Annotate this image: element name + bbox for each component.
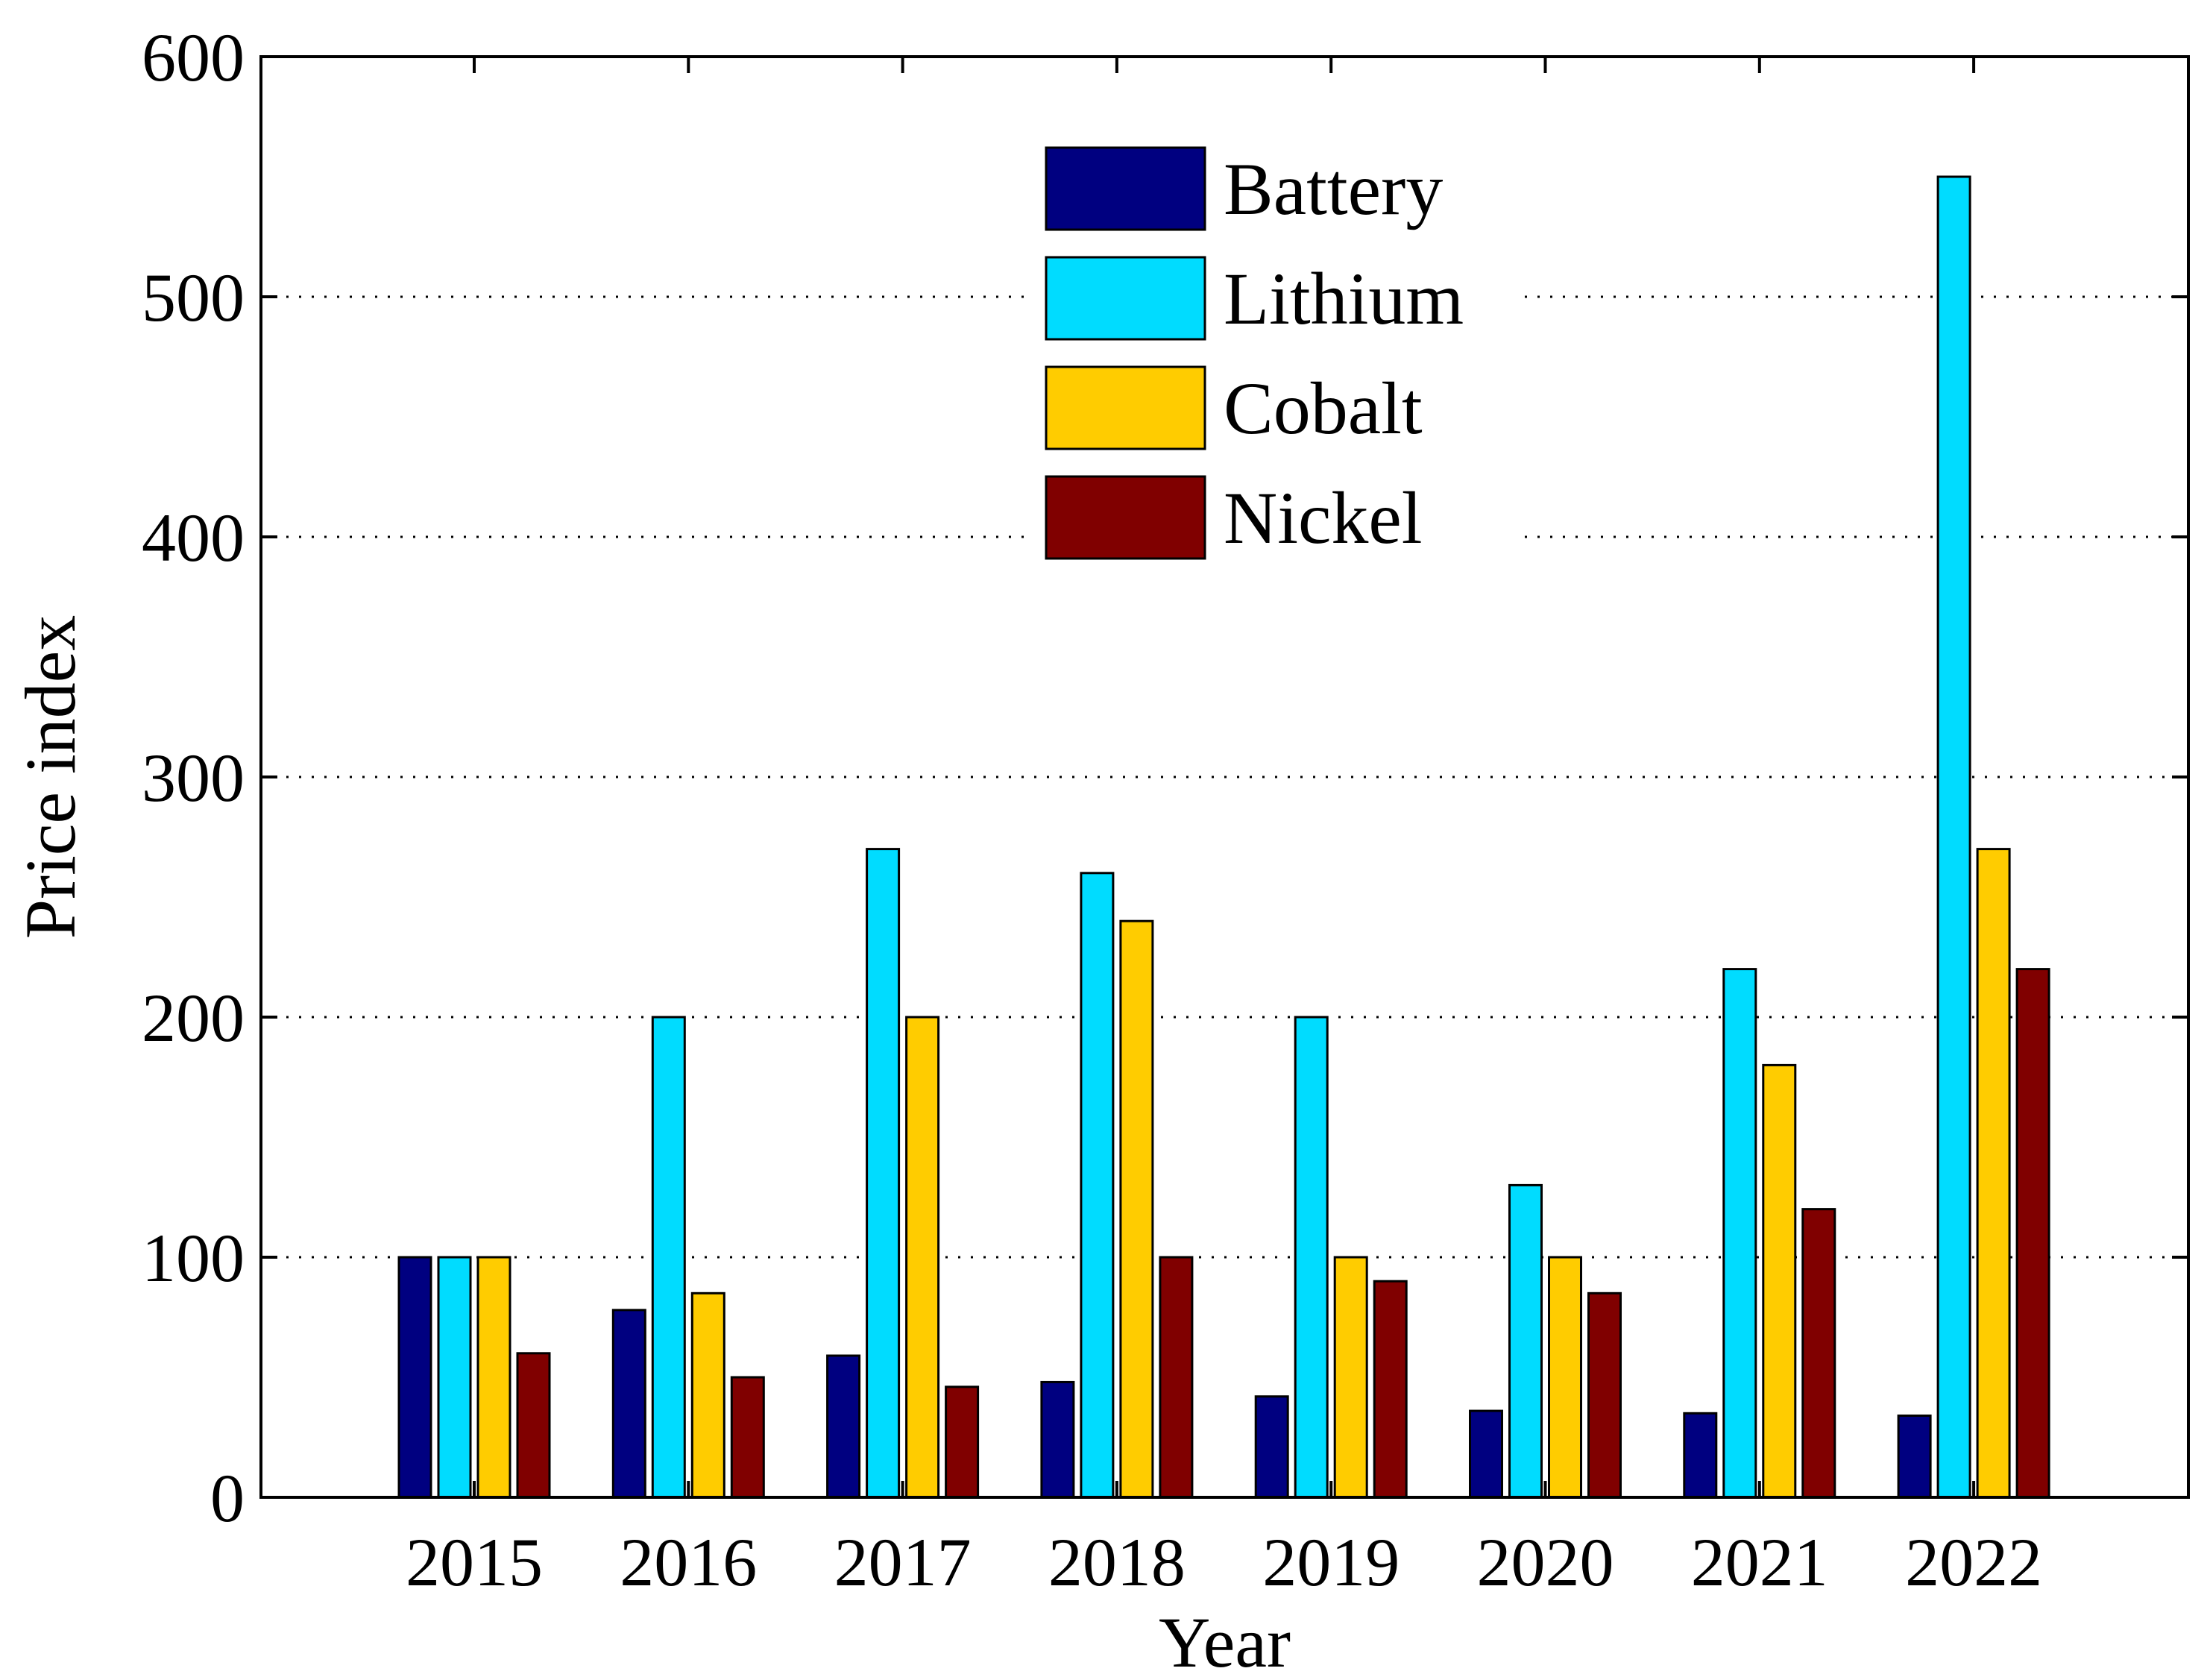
bar-battery-2020 — [1469, 1409, 1503, 1499]
y-tick-label: 600 — [142, 19, 245, 95]
bar-nickel-2022 — [2015, 968, 2050, 1499]
y-tick-label: 400 — [142, 500, 245, 576]
bar-battery-2016 — [611, 1309, 646, 1499]
bar-lithium-2022 — [1936, 175, 1971, 1499]
legend-swatch-nickel — [1045, 475, 1206, 560]
bar-battery-2017 — [826, 1354, 861, 1499]
bar-nickel-2020 — [1587, 1292, 1622, 1499]
y-axis-title: Price index — [10, 615, 90, 940]
legend-swatch-cobalt — [1045, 365, 1206, 450]
bar-nickel-2015 — [516, 1352, 551, 1499]
bar-nickel-2016 — [730, 1376, 765, 1499]
bar-lithium-2016 — [651, 1016, 686, 1499]
bar-lithium-2017 — [866, 848, 901, 1499]
bar-lithium-2018 — [1080, 872, 1115, 1499]
x-tick-label: 2020 — [1477, 1524, 1614, 1600]
x-axis-title: Year — [1159, 1602, 1291, 1680]
bar-nickel-2021 — [1801, 1208, 1836, 1499]
bar-cobalt-2020 — [1548, 1256, 1582, 1499]
legend-label-cobalt: Cobalt — [1224, 367, 1423, 450]
grid-lines — [261, 295, 2188, 1259]
bar-battery-2021 — [1683, 1412, 1718, 1499]
x-tick-label: 2022 — [1905, 1524, 2042, 1600]
legend-label-nickel: Nickel — [1224, 476, 1423, 559]
bar-lithium-2021 — [1722, 968, 1757, 1499]
axis-ticks — [261, 55, 2188, 1499]
bar-cobalt-2022 — [1976, 848, 2011, 1499]
y-tick-label: 500 — [142, 259, 245, 336]
legend-label-lithium: Lithium — [1224, 257, 1464, 340]
bar-nickel-2018 — [1159, 1256, 1194, 1499]
bar-nickel-2017 — [945, 1385, 980, 1499]
y-tick-label: 0 — [210, 1460, 245, 1536]
x-tick-label: 2015 — [406, 1524, 543, 1600]
legend-swatch-battery — [1045, 146, 1206, 231]
x-tick-label: 2021 — [1691, 1524, 1828, 1600]
bar-nickel-2019 — [1373, 1280, 1408, 1499]
x-tick-label: 2017 — [834, 1524, 972, 1600]
x-tick-label: 2016 — [620, 1524, 757, 1600]
bar-battery-2018 — [1040, 1380, 1075, 1499]
y-tick-label: 200 — [142, 980, 245, 1056]
legend: Battery Lithium Cobalt Nickel — [1045, 146, 1464, 560]
x-tick-label: 2018 — [1048, 1524, 1186, 1600]
bar-cobalt-2015 — [476, 1256, 511, 1499]
bar-battery-2015 — [397, 1256, 432, 1499]
legend-label-battery: Battery — [1224, 148, 1443, 230]
bar-cobalt-2021 — [1762, 1063, 1797, 1499]
y-tick-label: 300 — [142, 740, 245, 816]
legend-swatch-lithium — [1045, 256, 1206, 341]
bar-cobalt-2016 — [690, 1292, 725, 1499]
x-tick-labels: 2015 2016 2017 2018 2019 2020 2021 2022 — [406, 1524, 2042, 1600]
x-tick-label: 2019 — [1262, 1524, 1400, 1600]
bar-battery-2022 — [1897, 1415, 1932, 1499]
bar-battery-2019 — [1254, 1395, 1289, 1499]
bar-lithium-2020 — [1508, 1183, 1543, 1499]
bar-cobalt-2019 — [1333, 1256, 1368, 1499]
y-tick-label: 100 — [142, 1220, 245, 1296]
y-tick-labels: 0 100 200 300 400 500 600 — [142, 19, 245, 1536]
bar-cobalt-2018 — [1119, 919, 1154, 1499]
bar-cobalt-2017 — [905, 1016, 940, 1499]
bar-lithium-2019 — [1294, 1016, 1329, 1499]
bar-lithium-2015 — [437, 1256, 472, 1499]
